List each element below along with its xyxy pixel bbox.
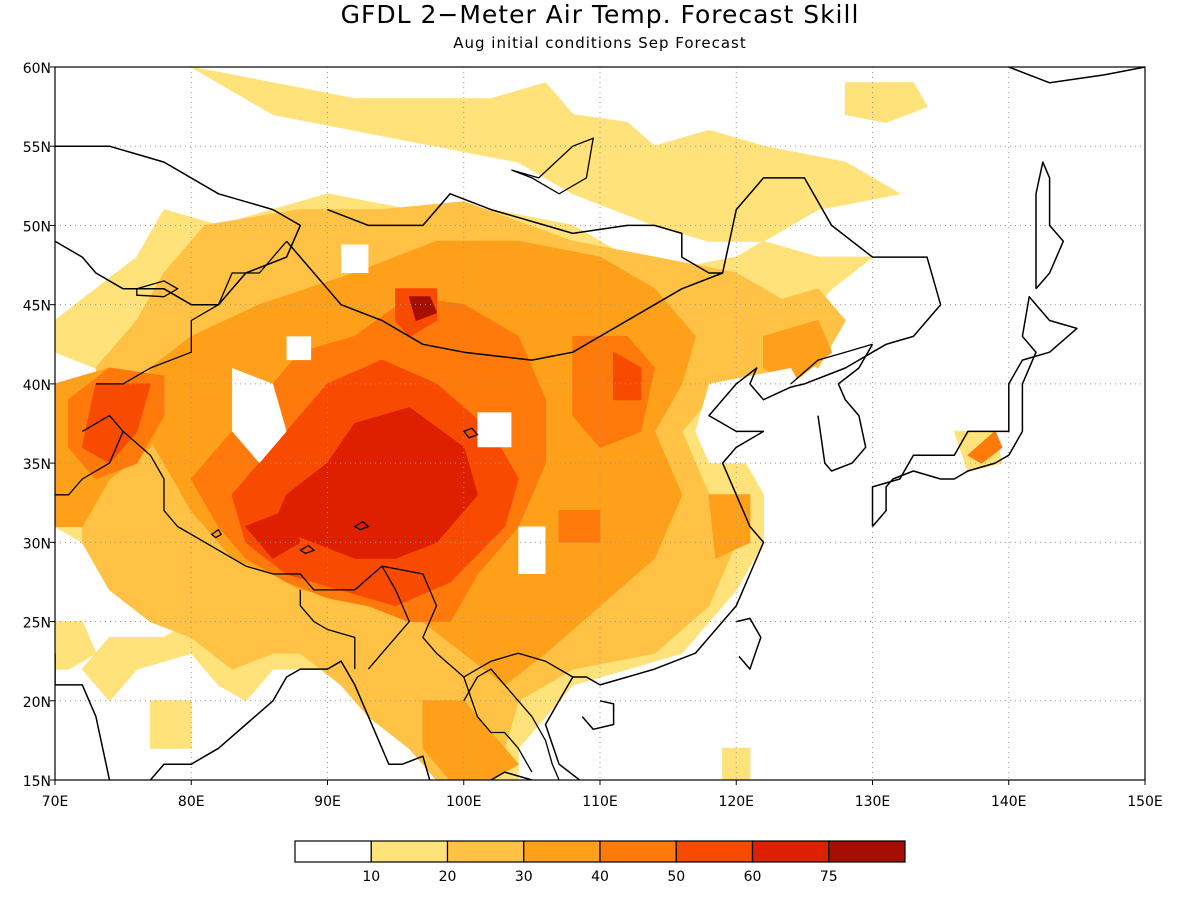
no-skill-patch — [232, 368, 287, 464]
latitude-labels: 15N 20N 25N 30N 35N 40N 45N 50N 55N 60N — [23, 61, 55, 790]
no-skill-patch — [477, 412, 512, 448]
coastline — [55, 653, 111, 780]
legend-tick-label: 60 — [744, 869, 762, 885]
lake-outline — [462, 427, 479, 439]
coastline — [817, 343, 874, 472]
skill-region-c10 — [55, 621, 97, 670]
coastline — [544, 177, 942, 780]
coastline — [581, 700, 615, 731]
chart-subtitle: Aug initial conditions Sep Forecast — [453, 34, 747, 52]
lon-tick-label: 120E — [718, 794, 754, 810]
skill-region-c50 — [613, 351, 642, 401]
skill-region-c40 — [967, 430, 1003, 464]
chart-title: GFDL 2−Meter Air Temp. Forecast Skill — [340, 0, 860, 29]
country-border — [55, 414, 124, 496]
gridlines — [55, 67, 1145, 780]
skill-region-c10 — [844, 82, 928, 123]
lon-tick-label: 70E — [42, 794, 69, 810]
coastline — [1008, 67, 1145, 84]
skill-region-c75 — [408, 296, 437, 321]
coastline — [736, 617, 762, 670]
color-legend: 10 20 30 40 50 60 75 — [294, 840, 906, 885]
coastline — [286, 193, 724, 361]
lon-tick-label: 110E — [582, 794, 618, 810]
coastline — [871, 295, 1078, 527]
lon-tick-label: 140E — [991, 794, 1027, 810]
skill-shading — [55, 67, 1003, 780]
lon-tick-label: 130E — [855, 794, 891, 810]
lat-tick-label: 15N — [23, 774, 51, 790]
no-skill-patch — [341, 244, 369, 273]
skill-region-c10 — [149, 700, 192, 749]
skill-region-c60 — [272, 407, 478, 559]
legend-tick-label: 75 — [820, 869, 838, 885]
no-skill-patch — [695, 368, 818, 464]
no-skill-patch — [286, 336, 312, 361]
lake-outline — [136, 280, 179, 298]
lake-outline — [511, 137, 595, 195]
country-border — [122, 430, 574, 678]
legend-swatch — [294, 840, 372, 863]
country-border — [463, 668, 560, 780]
lon-tick-label: 80E — [178, 794, 205, 810]
legend-tick-label: 30 — [515, 869, 533, 885]
country-border — [790, 343, 873, 385]
lat-tick-label: 30N — [23, 536, 51, 552]
legend-swatch — [446, 840, 525, 863]
legend-swatch — [675, 840, 754, 863]
coastline — [1035, 161, 1065, 290]
country-border — [95, 240, 288, 385]
lake-outline — [210, 528, 223, 539]
legend-tick-label: 40 — [591, 869, 609, 885]
lon-tick-label: 150E — [1127, 794, 1163, 810]
lat-tick-label: 40N — [23, 378, 51, 394]
lat-tick-label: 20N — [23, 695, 51, 711]
legend-swatch — [599, 840, 677, 863]
skill-region-c40 — [558, 510, 601, 543]
legend-tick-label: 50 — [667, 869, 685, 885]
legend-swatch — [828, 840, 906, 863]
lat-tick-label: 50N — [23, 219, 51, 235]
coastline — [490, 771, 533, 780]
lat-tick-label: 35N — [23, 457, 51, 473]
lat-tick-label: 60N — [23, 61, 51, 77]
lat-tick-label: 45N — [23, 299, 51, 315]
lon-tick-label: 90E — [314, 794, 341, 810]
lake-outline — [353, 520, 370, 531]
legend-swatch — [523, 840, 601, 863]
no-skill-patch — [518, 526, 546, 574]
coastlines — [55, 67, 1145, 780]
coastline — [149, 660, 431, 780]
legend-swatch — [370, 840, 449, 863]
lake-outline — [299, 544, 316, 555]
legend-tick-label: 10 — [362, 869, 380, 885]
lat-tick-label: 25N — [23, 616, 51, 632]
legend-tick-label: 20 — [439, 869, 457, 885]
country-border — [463, 676, 533, 773]
skill-region-c30 — [763, 320, 833, 385]
country-border — [367, 565, 410, 670]
skill-region-c10 — [722, 747, 751, 780]
legend-swatch — [751, 840, 830, 863]
lon-tick-label: 100E — [446, 794, 482, 810]
lat-tick-label: 55N — [23, 140, 51, 156]
country-border — [299, 589, 356, 670]
longitude-labels: 70E 80E 90E 100E 110E 120E 130E 140E 150E — [42, 780, 1163, 810]
